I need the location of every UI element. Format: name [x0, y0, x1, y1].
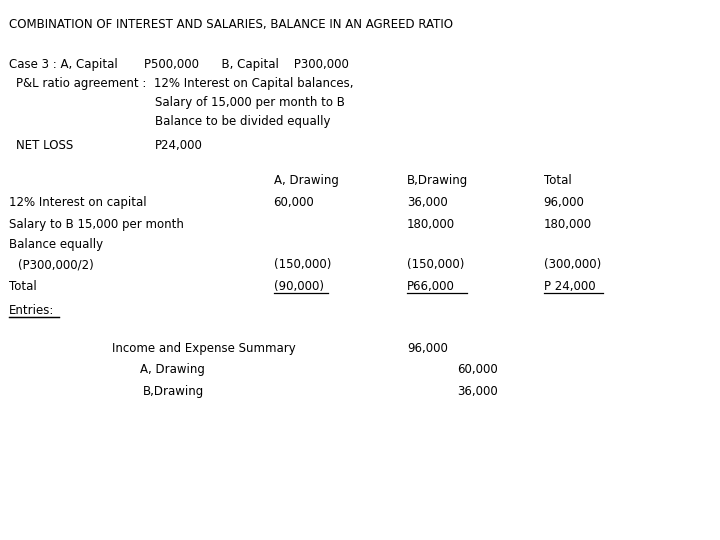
Text: B,Drawing: B,Drawing	[407, 174, 468, 187]
Text: (P300,000/2): (P300,000/2)	[18, 258, 94, 271]
Text: 96,000: 96,000	[407, 342, 448, 355]
Text: 96,000: 96,000	[544, 196, 585, 209]
Text: Income and Expense Summary: Income and Expense Summary	[112, 342, 295, 355]
Text: Balance to be divided equally: Balance to be divided equally	[155, 115, 330, 128]
Text: 180,000: 180,000	[407, 218, 455, 231]
Text: A, Drawing: A, Drawing	[140, 363, 205, 376]
Text: (90,000): (90,000)	[274, 280, 323, 293]
Text: Salary to B 15,000 per month: Salary to B 15,000 per month	[9, 218, 184, 231]
Text: B,Drawing: B,Drawing	[143, 385, 204, 398]
Text: Entries:: Entries:	[9, 304, 55, 317]
Text: (300,000): (300,000)	[544, 258, 601, 271]
Text: 60,000: 60,000	[457, 363, 498, 376]
Text: Case 3 : A, Capital       P500,000      B, Capital    P300,000: Case 3 : A, Capital P500,000 B, Capital …	[9, 58, 349, 71]
Text: 60,000: 60,000	[274, 196, 315, 209]
Text: 12% Interest on capital: 12% Interest on capital	[9, 196, 147, 209]
Text: P&L ratio agreement :  12% Interest on Capital balances,: P&L ratio agreement : 12% Interest on Ca…	[16, 77, 354, 90]
Text: Total: Total	[9, 280, 37, 293]
Text: P66,000: P66,000	[407, 280, 454, 293]
Text: COMBINATION OF INTEREST AND SALARIES, BALANCE IN AN AGREED RATIO: COMBINATION OF INTEREST AND SALARIES, BA…	[9, 18, 454, 31]
Text: NET LOSS: NET LOSS	[16, 139, 73, 152]
Text: Balance equally: Balance equally	[9, 238, 104, 251]
Text: (150,000): (150,000)	[407, 258, 464, 271]
Text: 180,000: 180,000	[544, 218, 592, 231]
Text: Total: Total	[544, 174, 572, 187]
Text: P24,000: P24,000	[155, 139, 202, 152]
Text: Salary of 15,000 per month to B: Salary of 15,000 per month to B	[155, 96, 345, 109]
Text: P 24,000: P 24,000	[544, 280, 595, 293]
Text: 36,000: 36,000	[407, 196, 448, 209]
Text: A, Drawing: A, Drawing	[274, 174, 338, 187]
Text: (150,000): (150,000)	[274, 258, 331, 271]
Text: 36,000: 36,000	[457, 385, 498, 398]
